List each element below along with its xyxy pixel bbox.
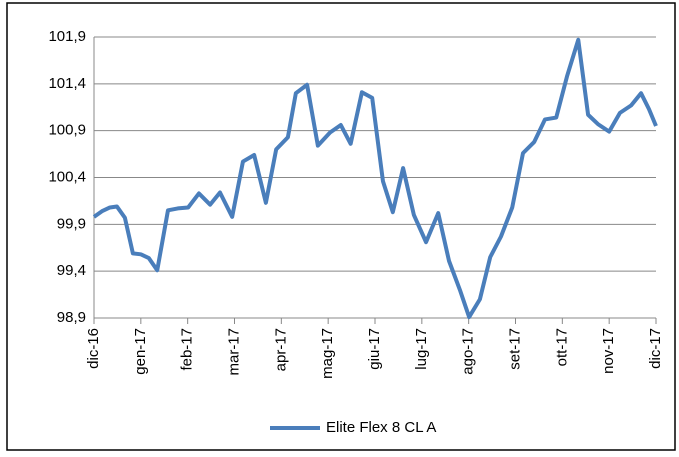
x-tick-label: lug-17 xyxy=(413,328,430,370)
x-tick-label: set-17 xyxy=(506,328,523,370)
x-tick-label: ago-17 xyxy=(460,328,477,375)
y-tick-label: 98,9 xyxy=(57,309,86,326)
x-tick-label: giu-17 xyxy=(366,328,383,370)
x-tick-label: ott-17 xyxy=(553,328,570,366)
frame xyxy=(6,2,676,451)
x-tick-label: mar-17 xyxy=(225,328,242,376)
y-tick-label: 99,4 xyxy=(57,262,86,279)
x-tick-label: dic-17 xyxy=(647,328,664,369)
legend-label: Elite Flex 8 CL A xyxy=(326,419,436,436)
x-tick-label: gen-17 xyxy=(132,328,149,375)
x-tick-label: mag-17 xyxy=(319,328,336,379)
x-tick-label: nov-17 xyxy=(600,328,617,374)
x-tick-label: dic-16 xyxy=(85,328,102,369)
y-tick-label: 100,9 xyxy=(48,122,86,139)
x-tick-label: feb-17 xyxy=(179,328,196,371)
y-tick-label: 101,4 xyxy=(48,75,86,92)
y-tick-label: 101,9 xyxy=(48,28,86,45)
y-tick-label: 99,9 xyxy=(57,215,86,232)
y-tick-label: 100,4 xyxy=(48,168,86,185)
series-line xyxy=(92,37,658,320)
x-tick-label: apr-17 xyxy=(272,328,289,371)
